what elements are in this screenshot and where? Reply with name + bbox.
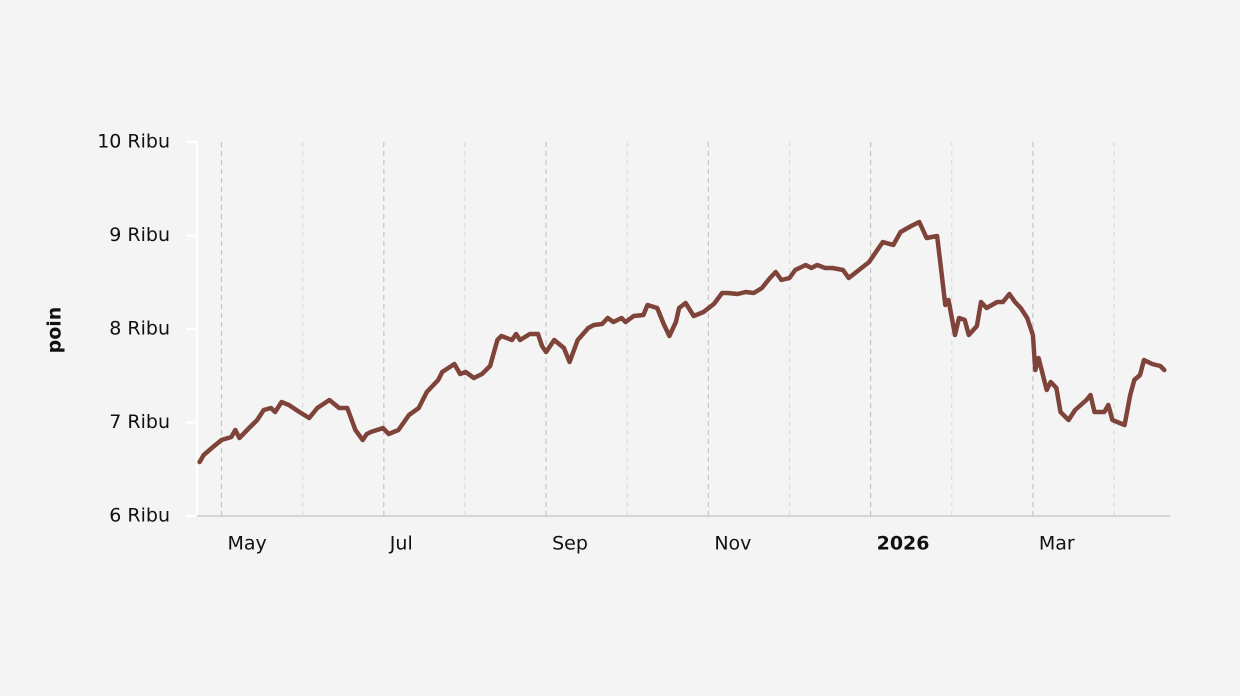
x-tick-label: May [228,533,267,555]
y-axis-label: poin [44,307,66,354]
x-tick-label: Mar [1039,533,1075,555]
y-tick-label: 7 Ribu [109,411,170,433]
y-tick-label: 9 Ribu [109,224,170,246]
y-tick-label: 8 Ribu [109,318,170,340]
x-tick-label: 2026 [877,533,930,555]
y-tick-label: 6 Ribu [109,505,170,527]
x-tick-label: Nov [714,533,751,555]
x-tick-label: Sep [552,533,588,555]
x-tick-label: Jul [389,533,413,555]
line-series [197,219,1167,465]
y-tick-label: 10 Ribu [97,131,170,153]
